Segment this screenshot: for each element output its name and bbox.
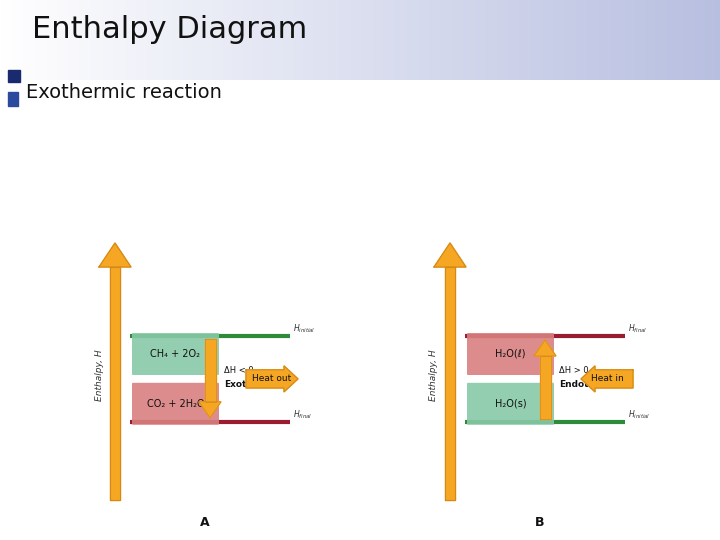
Polygon shape [434, 243, 466, 267]
Text: A: A [200, 516, 210, 530]
Text: ΔH < 0: ΔH < 0 [224, 367, 253, 375]
Polygon shape [110, 267, 120, 500]
Text: Exothermic: Exothermic [224, 380, 282, 389]
Text: Enthalpy, H: Enthalpy, H [94, 349, 104, 401]
Polygon shape [539, 356, 551, 419]
FancyBboxPatch shape [467, 333, 554, 375]
Text: B: B [535, 516, 545, 530]
Text: H₂O(s): H₂O(s) [495, 399, 526, 409]
Text: $H_{final}$: $H_{final}$ [628, 322, 647, 335]
FancyBboxPatch shape [132, 383, 219, 425]
FancyBboxPatch shape [132, 333, 219, 375]
Text: CO₂ + 2H₂O: CO₂ + 2H₂O [147, 399, 204, 409]
Text: CH₄ + 2O₂: CH₄ + 2O₂ [150, 349, 200, 359]
Bar [8, 70, 20, 82]
Text: Enthalpy, H: Enthalpy, H [430, 349, 438, 401]
Text: H₂O(ℓ): H₂O(ℓ) [495, 349, 526, 359]
Text: Enthalpy Diagram: Enthalpy Diagram [32, 15, 307, 44]
Polygon shape [445, 267, 455, 500]
Text: ΔH > 0: ΔH > 0 [559, 367, 589, 375]
Polygon shape [99, 243, 131, 267]
Bar [8, 92, 18, 106]
Polygon shape [246, 366, 298, 392]
Polygon shape [534, 340, 556, 356]
Text: $H_{initial}$: $H_{initial}$ [628, 408, 650, 421]
FancyBboxPatch shape [467, 383, 554, 425]
Text: Heat out: Heat out [253, 374, 292, 383]
Polygon shape [581, 366, 633, 392]
Text: $H_{final}$: $H_{final}$ [293, 408, 312, 421]
Polygon shape [199, 402, 221, 418]
Text: Exothermic reaction: Exothermic reaction [26, 84, 222, 103]
Text: Endothermic: Endothermic [559, 380, 624, 389]
Text: Heat in: Heat in [590, 374, 624, 383]
Polygon shape [204, 339, 215, 402]
Text: $H_{initial}$: $H_{initial}$ [293, 322, 315, 335]
